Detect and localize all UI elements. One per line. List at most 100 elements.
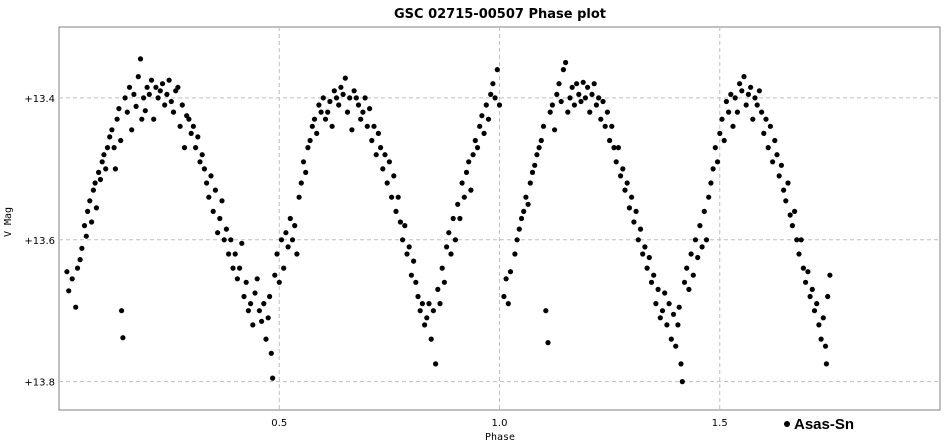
data-point [83,233,89,239]
data-point [728,91,734,97]
data-point [620,166,626,172]
data-point [208,173,214,179]
data-point [723,98,730,105]
data-point [646,254,652,261]
data-point [676,304,682,310]
data-point [129,127,135,133]
data-point [560,67,567,73]
data-point [435,286,441,292]
data-point [668,336,674,342]
data-point [272,272,278,278]
data-point [85,208,91,214]
data-point [389,194,395,200]
data-point [554,91,560,97]
x-tick-label: 1.5 [712,418,728,429]
data-point [479,113,485,119]
data-point [692,237,699,243]
data-point [428,336,434,342]
data-point [336,102,342,108]
data-point [252,290,258,296]
data-point [496,102,503,108]
data-point [719,116,725,122]
data-point [170,109,177,115]
data-point [342,75,348,81]
data-point [153,84,159,90]
data-point [333,95,340,101]
data-point [816,322,822,328]
data-point [770,159,776,165]
data-point [241,293,247,300]
data-point [179,102,185,108]
data-point [787,212,793,218]
data-point [426,301,432,307]
data-point [90,187,96,193]
data-point [437,301,443,307]
data-point [798,237,804,243]
data-point [701,208,707,214]
data-point [703,237,710,243]
data-point [774,152,780,158]
data-point [765,145,771,151]
data-point [73,304,79,310]
data-point [232,251,238,257]
data-point [655,286,661,292]
data-point [226,251,232,257]
data-point [237,265,243,271]
data-point [104,145,111,151]
data-point [142,108,148,114]
data-point [243,279,249,285]
data-point [188,130,194,136]
data-point [411,258,417,264]
data-point [190,123,196,129]
data-point [721,137,727,144]
data-point [772,137,778,144]
data-point [400,237,406,243]
data-point [673,343,679,349]
data-point [101,152,107,158]
data-point [651,272,657,278]
data-point [349,127,355,133]
data-point [710,166,716,172]
data-point [386,159,392,165]
data-point [422,322,428,328]
data-point [629,194,635,200]
data-point [164,91,170,97]
data-point [514,237,520,243]
data-point [221,237,227,243]
data-point [569,84,575,90]
data-point [690,272,696,278]
data-point [730,123,736,129]
data-point [419,301,425,307]
data-point [417,308,423,314]
data-point [633,208,639,214]
data-point [325,109,331,115]
data-point [393,208,399,214]
data-point [567,95,573,101]
legend: Asas-Sn [784,416,854,433]
data-point [303,169,309,175]
data-point [219,198,225,204]
data-point [139,116,145,122]
data-point [737,81,743,87]
data-point [823,361,830,367]
data-point [571,102,578,108]
data-point [699,244,705,250]
data-point [463,169,470,175]
data-point [278,237,285,243]
data-point [93,205,99,211]
data-point [642,244,648,250]
data-point [741,74,747,80]
data-point [613,159,619,165]
data-point [582,95,589,101]
data-point [166,77,172,83]
data-point [433,361,439,367]
data-point [364,123,370,129]
data-point [756,88,763,94]
data-point [750,116,756,122]
data-point [578,98,584,105]
data-point [470,152,476,158]
data-point [307,137,313,144]
data-point [664,322,670,328]
data-point [589,91,595,97]
data-point [131,91,137,97]
